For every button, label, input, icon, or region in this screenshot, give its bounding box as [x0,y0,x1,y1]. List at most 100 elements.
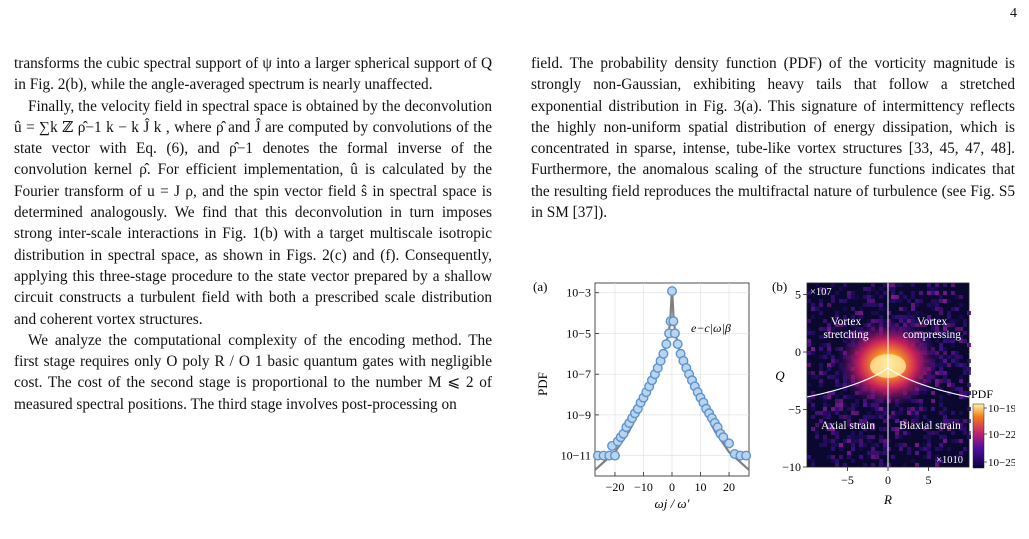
heatmap-cell [867,439,871,443]
heatmap-cell [843,331,847,335]
heatmap-cell [923,447,927,451]
heatmap-cell [819,367,823,371]
heatmap-cell [935,379,939,383]
heatmap-cell [867,455,871,459]
heatmap-cell [951,331,955,335]
heatmap-cell [899,411,903,415]
heatmap-cell [831,459,835,463]
heatmap-cell [879,435,883,439]
heatmap-cell [823,399,827,403]
heatmap-cell [827,303,831,307]
y-tick-label: 5 [795,288,801,302]
heatmap-cell [871,435,875,439]
heatmap-cell [823,411,827,415]
heatmap-cell [963,427,967,431]
heatmap-cell [939,459,943,463]
data-point [669,328,680,339]
heatmap-cell [827,395,831,399]
heatmap-cell [819,299,823,303]
heatmap-cell [951,427,955,431]
heatmap-cell [947,299,951,303]
heatmap-cell [855,439,859,443]
heatmap-cell [959,427,963,431]
heatmap-cell [927,455,931,459]
heatmap-cell [831,359,835,363]
heatmap-cell [855,411,859,415]
heatmap-cell [935,327,939,331]
heatmap-cell [931,287,935,291]
heatmap-cell [907,311,911,315]
heatmap-cell [903,431,907,435]
heatmap-cell [811,391,815,395]
heatmap-cell [919,291,923,295]
heatmap-cell [959,363,963,367]
heatmap-cell [823,355,827,359]
heatmap-cell [843,439,847,443]
heatmap-cell [811,463,815,467]
heatmap-cell [871,451,875,455]
heatmap-cell [871,427,875,431]
heatmap-cell [811,403,815,407]
heatmap-cell [831,299,835,303]
heatmap-cell [955,439,959,443]
heatmap-cell [823,439,827,443]
heatmap-cell [835,459,839,463]
heatmap-cell [943,375,947,379]
heatmap-cell [935,459,939,463]
heatmap-cell [927,303,931,307]
heatmap-cell [863,287,867,291]
x-tick-label: 5 [926,473,932,487]
heatmap-cell [955,363,959,367]
data-point [666,286,677,297]
y-tick-label: 10−7 [566,367,591,381]
heatmap-cell [863,295,867,299]
heatmap-cell [827,363,831,367]
heatmap-cell [911,411,915,415]
heatmap-cell [899,443,903,447]
heatmap-cell [843,403,847,407]
heatmap-cell [835,411,839,415]
heatmap-cell [883,411,887,415]
heatmap-cell [947,319,951,323]
heatmap-cell [855,423,859,427]
heatmap-cell [923,455,927,459]
heatmap-cell [859,435,863,439]
heatmap-cell [955,351,959,355]
heatmap-cell [939,343,943,347]
heatmap-cell [851,315,855,319]
panel-a-label: (a) [533,280,547,294]
heatmap-cell [899,319,903,323]
heatmap-cell [959,423,963,427]
heatmap-cell [879,411,883,415]
heatmap-cell [903,463,907,467]
heatmap-cell [879,303,883,307]
heatmap-cell [811,371,815,375]
heatmap-cell [807,359,811,363]
heatmap-cell [827,455,831,459]
heatmap-cell [851,295,855,299]
heatmap-cell [883,439,887,443]
heatmap-cell [867,451,871,455]
heatmap-cell [815,411,819,415]
heatmap-cell [859,455,863,459]
heatmap-cell [871,287,875,291]
heatmap-cell [827,403,831,407]
heatmap-cell [835,399,839,403]
heatmap-cell [911,283,915,287]
heatmap-cell [807,331,811,335]
data-point [668,316,679,327]
heatmap-cell [943,419,947,423]
heatmap-cell [871,415,875,419]
heatmap-cell [815,375,819,379]
heatmap-cell [939,355,943,359]
heatmap-cell [947,447,951,451]
heatmap-cell [935,447,939,451]
heatmap-cell [835,439,839,443]
heatmap-cell [811,307,815,311]
heatmap-cell [871,443,875,447]
heatmap-cell [819,347,823,351]
heatmap-cell [959,335,963,339]
heatmap-cell [807,363,811,367]
heatmap-cell [939,443,943,447]
heatmap-cell [923,415,927,419]
